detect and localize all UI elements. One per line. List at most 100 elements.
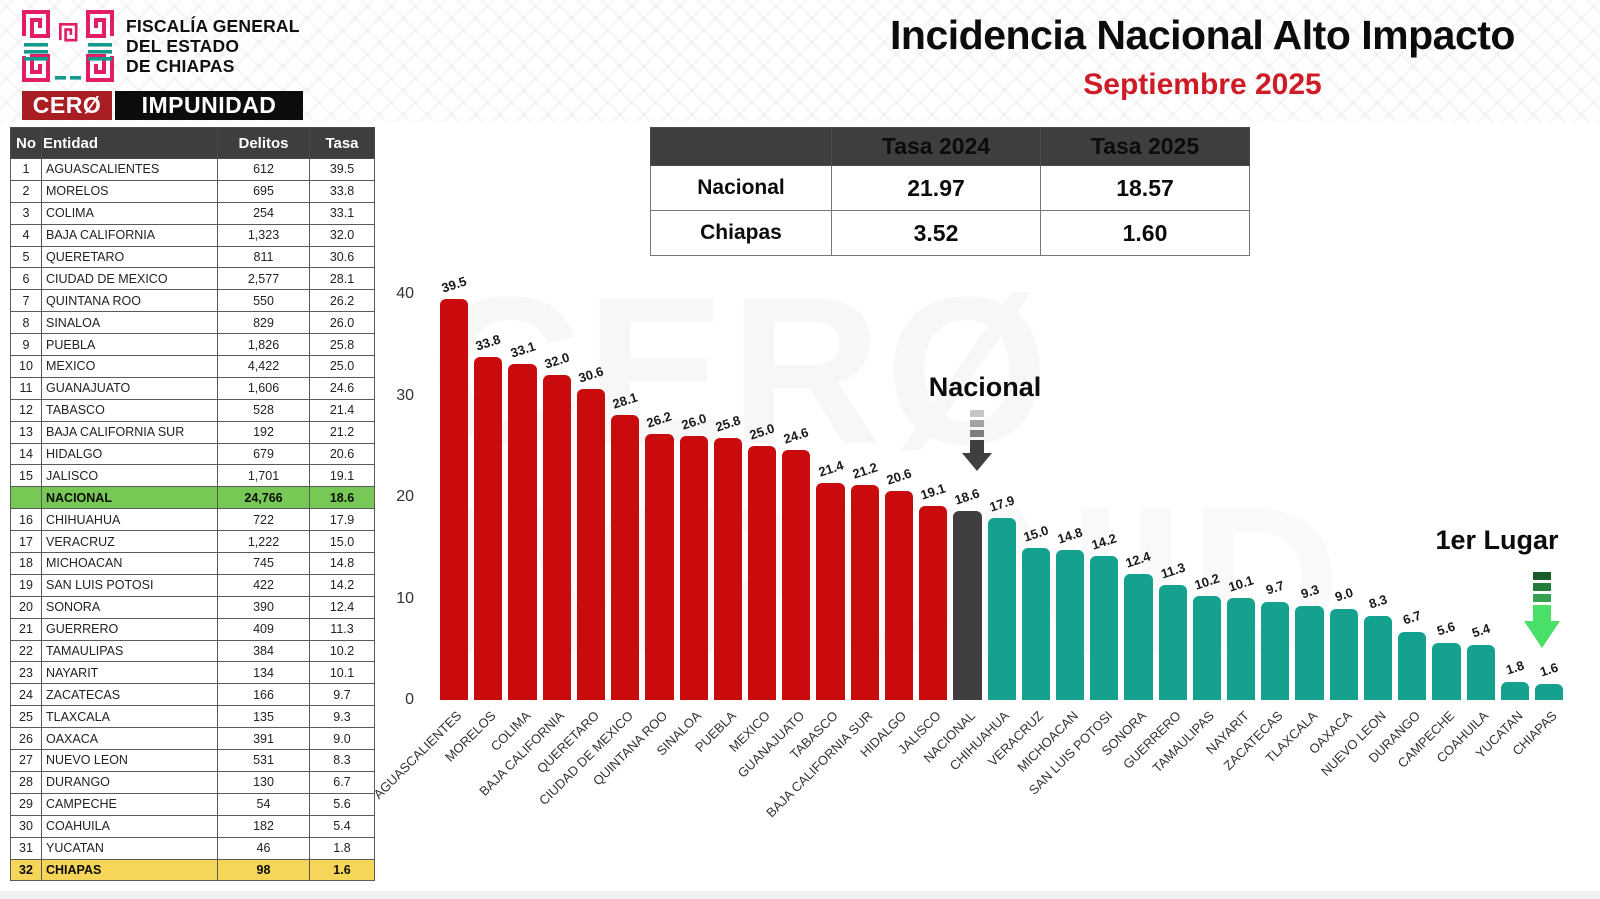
cell-tasa: 5.6 xyxy=(309,792,375,816)
cell-tasa: 14.8 xyxy=(309,552,375,575)
cell-tasa: 20.6 xyxy=(309,442,375,466)
bar-slot: 26.0 SINALOA xyxy=(654,285,711,759)
bar-slot: 9.7 ZACATECAS xyxy=(1221,285,1292,773)
table-row: NACIONAL 24,766 18.6 xyxy=(10,486,375,510)
table-row: 22 TAMAULIPAS 384 10.2 xyxy=(10,639,375,663)
bar-slot: 39.5 AGUASCALIENTES xyxy=(371,274,471,802)
cell-no: 18 xyxy=(10,552,42,575)
bar-zacatecas xyxy=(1261,601,1290,700)
cell-delitos: 745 xyxy=(217,552,310,575)
org-name-line1: FISCALÍA GENERAL xyxy=(126,16,300,36)
bottom-strip xyxy=(0,891,1600,899)
bar-value-label: 1.6 xyxy=(1538,659,1561,680)
cell-entidad: TABASCO xyxy=(41,398,218,422)
table-row: 14 HIDALGO 679 20.6 xyxy=(10,442,375,466)
table-row: 25 TLAXCALA 135 9.3 xyxy=(10,705,375,729)
nacional-annotation: Nacional xyxy=(928,372,1042,402)
table-row: 7 QUINTANA ROO 550 26.2 xyxy=(10,289,375,313)
bar-campeche xyxy=(1432,643,1461,700)
cell-tasa: 9.3 xyxy=(309,705,375,729)
table-row: 13 BAJA CALIFORNIA SUR 192 21.2 xyxy=(10,420,375,444)
bar-slot: 25.8 PUEBLA xyxy=(692,285,745,755)
bar-baja-california-sur xyxy=(850,484,879,700)
bar-slot: 11.3 GUERRERO xyxy=(1120,285,1190,772)
cell-delitos: 2,577 xyxy=(217,267,310,291)
bar-slot: 18.6 NACIONAL xyxy=(920,285,984,766)
cell-no: 8 xyxy=(10,311,42,335)
cell-delitos: 46 xyxy=(217,836,310,860)
cell-tasa: 6.7 xyxy=(309,770,375,794)
cell-entidad: SONORA xyxy=(41,595,218,619)
ranking-table-body: 1 AGUASCALIENTES 612 39.5 2 MORELOS 695 33.8 3 CO… xyxy=(10,158,375,882)
cell-delitos: 528 xyxy=(217,398,310,422)
cell-tasa: 30.6 xyxy=(309,245,375,269)
y-tick-label: 20 xyxy=(396,488,414,505)
table-row: 4 BAJA CALIFORNIA 1,323 32.0 xyxy=(10,223,375,247)
cell-delitos: 722 xyxy=(217,508,310,532)
org-name-line2: DEL ESTADO xyxy=(126,36,240,56)
comparison-table: Tasa 2024 Tasa 2025 Nacional 21.97 18.57… xyxy=(650,127,1250,256)
bar-slot: 10.1 NAYARIT xyxy=(1203,285,1258,757)
comparison-value: 1.60 xyxy=(1040,210,1250,256)
cell-no: 30 xyxy=(10,814,42,838)
org-name: FISCALÍA GENERAL DEL ESTADO DE CHIAPAS xyxy=(126,16,300,76)
bar-coahuila xyxy=(1466,645,1495,700)
comparison-row-nacional: Nacional 21.97 18.57 xyxy=(650,165,1250,211)
bar-nuevo-leon xyxy=(1363,615,1393,700)
table-row: 8 SINALOA 829 26.0 xyxy=(10,311,375,335)
cell-entidad: HIDALGO xyxy=(41,442,218,466)
table-row: 27 NUEVO LEON 531 8.3 xyxy=(10,749,375,772)
header-no: No xyxy=(10,127,42,159)
bar-quintana-roo xyxy=(645,434,674,700)
bar-puebla xyxy=(713,438,742,700)
bar-slot: 21.4 TABASCO xyxy=(787,285,847,762)
cell-delitos: 811 xyxy=(217,245,310,269)
cell-tasa: 12.4 xyxy=(309,595,375,619)
bar-nacional xyxy=(953,511,982,700)
cell-tasa: 10.1 xyxy=(309,661,375,685)
cell-no: 10 xyxy=(10,355,42,378)
cell-no: 4 xyxy=(10,223,42,247)
table-row: 23 NAYARIT 134 10.1 xyxy=(10,661,375,685)
cell-tasa: 8.3 xyxy=(309,749,375,772)
cell-delitos: 390 xyxy=(217,595,310,619)
bar-morelos xyxy=(474,356,503,700)
bar-colima xyxy=(508,364,537,700)
cell-entidad: GUERRERO xyxy=(41,617,218,641)
bar-tabasco xyxy=(816,482,845,700)
banner-impunidad: IMPUNIDAD xyxy=(115,91,303,120)
table-row: 12 TABASCO 528 21.4 xyxy=(10,398,375,422)
cell-entidad: YUCATAN xyxy=(41,836,218,860)
bar-sonora xyxy=(1124,574,1153,700)
bar-baja-california xyxy=(542,375,571,700)
cell-delitos: 1,701 xyxy=(217,464,310,488)
comparison-value: 18.57 xyxy=(1040,165,1250,211)
first-place-annotation: 1er Lugar xyxy=(1435,525,1559,555)
bar-queretaro xyxy=(576,389,606,700)
cero-impunidad-banner: CERØ IMPUNIDAD xyxy=(22,91,303,120)
cell-entidad: BAJA CALIFORNIA xyxy=(41,223,218,247)
bar-guerrero xyxy=(1158,585,1187,700)
bar-jalisco xyxy=(919,506,948,700)
cell-tasa: 1.6 xyxy=(309,858,375,882)
bar-oaxaca xyxy=(1329,608,1358,700)
table-row: 6 CIUDAD DE MEXICO 2,577 28.1 xyxy=(10,267,375,291)
cell-delitos: 54 xyxy=(217,792,310,816)
cell-no: 25 xyxy=(10,705,42,729)
cell-no: 14 xyxy=(10,442,42,466)
cell-no: 24 xyxy=(10,683,42,707)
table-row: 2 MORELOS 695 33.8 xyxy=(10,179,375,203)
cell-no: 31 xyxy=(10,836,42,860)
bar-tlaxcala xyxy=(1295,605,1324,700)
cell-no: 9 xyxy=(10,333,42,357)
cell-delitos: 182 xyxy=(217,814,310,838)
cell-tasa: 21.2 xyxy=(309,420,375,444)
bar-slot: 9.0 OAXACA xyxy=(1305,285,1361,757)
bar-group: 39.5 AGUASCALIENTES 33.8 MORELOS 33.1 COLIMA 3… xyxy=(371,274,1566,820)
cell-delitos: 679 xyxy=(217,442,310,466)
bar-veracruz xyxy=(1021,547,1050,700)
cell-tasa: 26.0 xyxy=(309,311,375,335)
cell-delitos: 1,606 xyxy=(217,376,310,400)
comparison-header-2024: Tasa 2024 xyxy=(831,127,1041,166)
bar-san-luis-potosi xyxy=(1090,555,1119,700)
